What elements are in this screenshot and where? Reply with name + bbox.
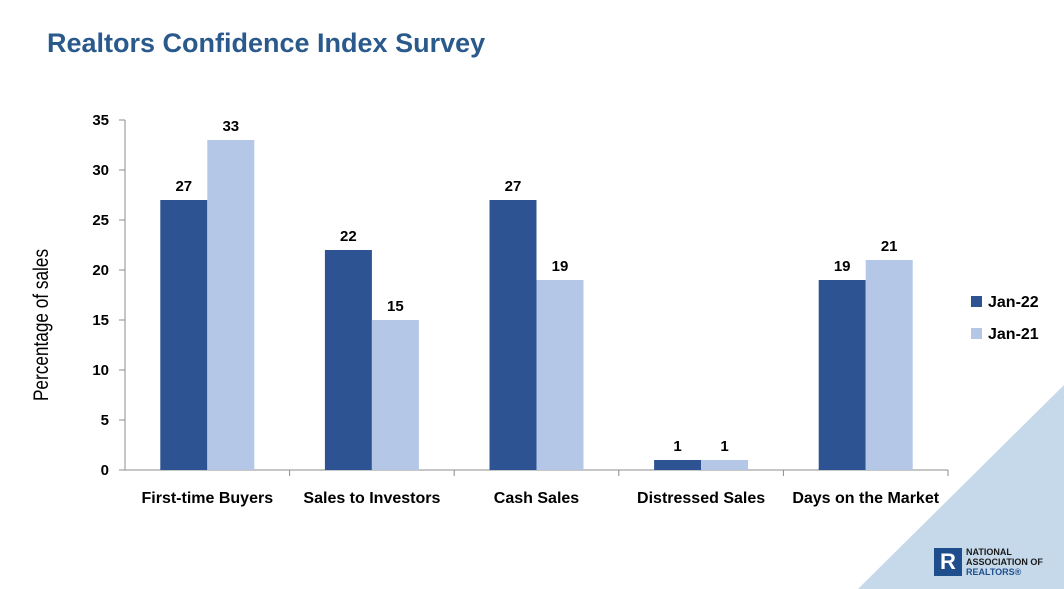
category-label: Days on the Market — [792, 490, 939, 507]
logo-line-2: ASSOCIATION OF — [966, 557, 1043, 567]
category-label: Distressed Sales — [637, 490, 765, 507]
data-label: 19 — [552, 258, 569, 275]
data-label: 19 — [834, 258, 851, 275]
y-tick-label: 0 — [101, 462, 109, 479]
y-tick-label: 15 — [92, 312, 109, 329]
bar-jan-21 — [536, 280, 584, 470]
legend-swatch — [971, 328, 982, 339]
legend-label: Jan-22 — [988, 294, 1039, 311]
data-label: 1 — [720, 438, 728, 455]
bar-jan-21 — [865, 260, 913, 470]
bar-jan-21 — [701, 460, 749, 470]
legend-label: Jan-21 — [988, 326, 1039, 343]
y-tick-label: 5 — [101, 412, 109, 429]
y-tick-label: 35 — [92, 112, 109, 129]
bar-jan-22 — [818, 280, 866, 470]
bar-jan-22 — [654, 460, 702, 470]
logo-line-3: REALTORS® — [966, 567, 1022, 577]
y-tick-label: 20 — [92, 262, 109, 279]
category-label: Sales to Investors — [303, 490, 440, 507]
bar-jan-22 — [489, 200, 537, 470]
data-label: 33 — [222, 118, 239, 135]
category-label: Cash Sales — [494, 490, 579, 507]
bar-jan-22 — [160, 200, 208, 470]
bar-jan-21 — [371, 320, 419, 470]
bar-jan-22 — [324, 250, 372, 470]
y-tick-label: 25 — [92, 212, 109, 229]
legend-swatch — [971, 296, 982, 307]
nar-logo: R NATIONAL ASSOCIATION OF REALTORS® — [934, 547, 1043, 577]
realtor-r-icon: R — [934, 548, 962, 576]
y-tick-label: 10 — [92, 362, 109, 379]
data-label: 27 — [505, 178, 522, 195]
y-tick-label: 30 — [92, 162, 109, 179]
bar-jan-21 — [207, 140, 255, 470]
logo-wordmark: NATIONAL ASSOCIATION OF REALTORS® — [966, 547, 1043, 577]
category-label: First-time Buyers — [142, 490, 274, 507]
data-label: 1 — [673, 438, 681, 455]
data-label: 27 — [175, 178, 192, 195]
y-axis-label: Percentage of sales — [31, 249, 54, 401]
data-label: 21 — [881, 238, 898, 255]
data-label: 15 — [387, 298, 404, 315]
logo-line-1: NATIONAL — [966, 547, 1012, 557]
data-label: 22 — [340, 228, 357, 245]
page-title: Realtors Confidence Index Survey — [47, 28, 486, 58]
